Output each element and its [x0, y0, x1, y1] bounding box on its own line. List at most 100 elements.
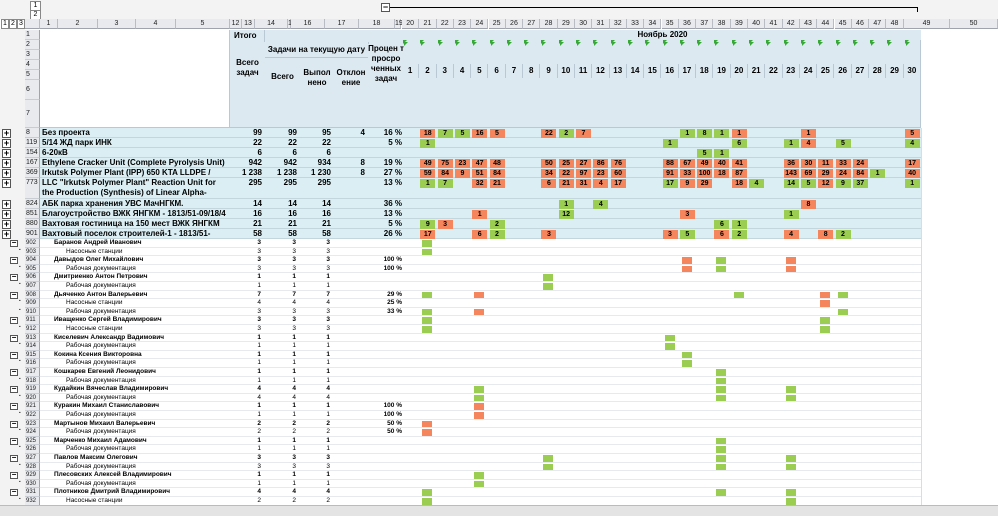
task-marker[interactable]	[716, 489, 727, 496]
person-name[interactable]: Кокина Ксения Викторовна	[54, 350, 142, 358]
column-header[interactable]: 42	[782, 19, 800, 29]
group-expand-button[interactable]: +	[2, 229, 11, 239]
group-collapse-button[interactable]: −	[10, 289, 18, 299]
column-header[interactable]: 50	[950, 19, 998, 29]
person-task-category[interactable]: Насосные станции	[66, 325, 123, 332]
row-header[interactable]: 851	[25, 209, 40, 219]
task-marker[interactable]: 69	[800, 169, 816, 178]
task-marker[interactable]: 11	[818, 159, 834, 168]
task-marker[interactable]: 4	[749, 179, 764, 188]
task-marker[interactable]: 1	[783, 210, 799, 219]
task-marker[interactable]: 2	[489, 230, 505, 239]
person-task-category[interactable]: Насосные станции	[66, 247, 123, 255]
group-collapse-button[interactable]: −	[10, 272, 18, 282]
person-name[interactable]: Киселевич Александр Вадимович	[54, 333, 164, 341]
row-header[interactable]: 912	[25, 325, 40, 334]
person-task-category[interactable]: Рабочая документация	[66, 479, 136, 487]
task-marker[interactable]	[474, 291, 485, 299]
person-task-category[interactable]: Рабочая документация	[66, 264, 136, 272]
group-collapse-button[interactable]: ·	[18, 341, 22, 349]
row-header[interactable]: 911	[25, 316, 40, 325]
column-header[interactable]: 22	[436, 19, 454, 29]
row-header[interactable]: 5	[25, 70, 40, 80]
task-marker[interactable]: 8	[800, 200, 816, 209]
column-header[interactable]: 43	[799, 19, 818, 29]
task-marker[interactable]: 3	[679, 210, 695, 219]
group-collapse-button[interactable]: −	[10, 418, 18, 428]
row-header[interactable]: 924	[25, 428, 40, 437]
task-marker[interactable]: 49	[697, 159, 713, 168]
task-marker[interactable]	[422, 420, 433, 428]
task-marker[interactable]: 7	[437, 179, 453, 188]
group-collapse-button[interactable]: −	[10, 487, 18, 497]
column-header[interactable]: 33	[626, 19, 645, 29]
group-collapse-button[interactable]: −	[10, 332, 18, 342]
task-marker[interactable]	[716, 455, 727, 462]
task-marker[interactable]	[474, 386, 485, 393]
row-header[interactable]: 928	[25, 462, 40, 472]
task-marker[interactable]: 34	[541, 169, 557, 178]
task-marker[interactable]	[716, 257, 727, 264]
task-marker[interactable]: 1	[904, 179, 920, 188]
task-marker[interactable]: 4	[800, 139, 816, 148]
group-expand-button[interactable]: +	[2, 158, 11, 168]
person-task-category[interactable]: Рабочая документация	[66, 307, 136, 315]
project-name[interactable]: Irkutsk Polymer Plant (IPP) 650 KTA LLDP…	[42, 168, 211, 177]
project-name[interactable]: АБК парка хранения УВС МачНГКМ.	[42, 199, 184, 208]
task-marker[interactable]: 18	[731, 179, 747, 188]
row-outline-level-button[interactable]: 3	[17, 19, 25, 29]
task-marker[interactable]	[474, 472, 485, 479]
column-header[interactable]: 46	[851, 19, 870, 29]
task-marker[interactable]: 1	[783, 139, 799, 148]
group-expand-button[interactable]: +	[2, 148, 11, 158]
column-header[interactable]: 16	[291, 19, 325, 29]
task-marker[interactable]	[681, 265, 692, 273]
task-marker[interactable]	[716, 394, 727, 402]
task-marker[interactable]: 24	[852, 159, 868, 168]
person-name[interactable]: Кудайкин Вячеслав Владимирович	[54, 385, 169, 393]
group-collapse-button[interactable]: ·	[18, 358, 22, 366]
row-header[interactable]: 910	[25, 307, 40, 317]
row-header[interactable]: 926	[25, 445, 40, 454]
task-marker[interactable]: 40	[904, 169, 920, 178]
person-task-category[interactable]: Рабочая документация	[66, 411, 136, 418]
task-marker[interactable]: 3	[541, 230, 557, 239]
task-marker[interactable]: 84	[437, 169, 453, 178]
person-name[interactable]: Дмитриенко Антон Петрович	[54, 273, 148, 281]
column-header[interactable]: 3	[98, 19, 136, 29]
row-header[interactable]: 908	[25, 290, 40, 300]
group-collapse-button[interactable]: −	[10, 401, 18, 411]
task-marker[interactable]: 88	[662, 159, 678, 168]
row-header[interactable]: 167	[25, 158, 40, 168]
column-header[interactable]: 25	[488, 19, 506, 29]
task-marker[interactable]: 84	[852, 169, 868, 178]
row-header[interactable]: 2	[25, 40, 40, 50]
row-header[interactable]: 880	[25, 219, 40, 229]
task-marker[interactable]: 9	[679, 179, 695, 188]
task-marker[interactable]: 23	[593, 169, 609, 178]
column-header[interactable]: 34	[644, 19, 662, 29]
row-header[interactable]: 920	[25, 393, 40, 403]
group-collapse-button[interactable]: ·	[18, 427, 22, 435]
task-marker[interactable]: 1	[714, 129, 730, 138]
task-marker[interactable]: 48	[489, 159, 505, 168]
task-marker[interactable]	[785, 498, 796, 505]
task-marker[interactable]: 9	[420, 220, 436, 229]
task-marker[interactable]: 84	[489, 169, 505, 178]
person-name[interactable]: Баранов Андрей Иванович	[54, 239, 142, 246]
task-marker[interactable]	[681, 360, 692, 367]
row-header[interactable]: 902	[25, 239, 40, 248]
column-header[interactable]: 28	[540, 19, 558, 29]
task-marker[interactable]	[474, 394, 485, 402]
group-collapse-button[interactable]: ·	[18, 298, 22, 306]
task-marker[interactable]: 4	[593, 179, 609, 188]
task-marker[interactable]: 87	[731, 169, 747, 178]
task-marker[interactable]: 7	[437, 129, 453, 138]
group-expand-button[interactable]: +	[2, 128, 11, 138]
person-task-category[interactable]: Рабочая документация	[66, 359, 136, 367]
group-collapse-button[interactable]: −	[10, 367, 18, 376]
task-marker[interactable]: 47	[472, 159, 488, 168]
row-header[interactable]: 916	[25, 359, 40, 368]
task-marker[interactable]: 6	[541, 179, 557, 188]
group-collapse-button[interactable]: ·	[18, 375, 22, 383]
